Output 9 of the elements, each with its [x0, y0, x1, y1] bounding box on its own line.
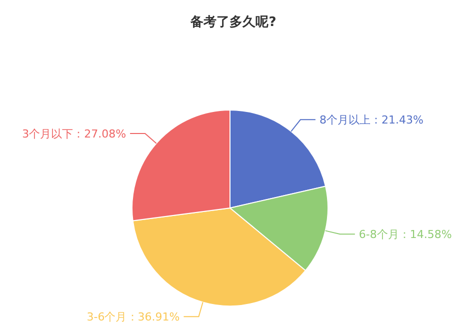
- slice-label: 6-8个月: [358, 228, 399, 242]
- chart-title: 备考了多久呢?: [190, 15, 276, 30]
- data-label: ：36.91%: [126, 310, 180, 324]
- data-label: ：14.58%: [398, 228, 452, 242]
- data-label: ：27.08%: [73, 127, 126, 140]
- slice-label: 8个月以上: [319, 114, 370, 127]
- data-label: ：21.43%: [370, 114, 424, 127]
- slice-label: 3-6个月: [86, 310, 127, 324]
- slice-label: 3个月以下: [22, 127, 74, 140]
